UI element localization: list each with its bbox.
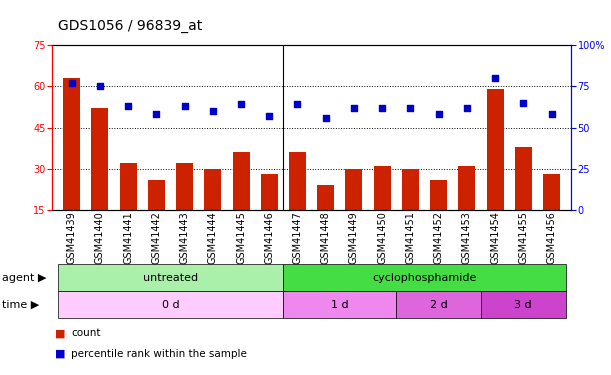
Bar [204,169,221,251]
Bar [458,166,475,251]
Bar [261,174,278,251]
Bar [176,163,193,251]
Bar [402,169,419,251]
Bar [317,185,334,251]
Text: cyclophosphamide: cyclophosphamide [372,273,477,283]
Point [321,115,331,121]
Bar [515,147,532,251]
Point [236,101,246,107]
Bar [543,174,560,251]
Text: 3 d: 3 d [514,300,532,310]
Point [462,105,472,111]
Bar [63,78,80,251]
Text: agent ▶: agent ▶ [2,273,46,283]
Text: 2 d: 2 d [430,300,447,310]
Point [377,105,387,111]
Point [406,105,415,111]
Text: untreated: untreated [143,273,198,283]
Point [434,111,444,117]
Bar [374,166,390,251]
Text: ■: ■ [55,349,65,359]
Text: 0 d: 0 d [162,300,179,310]
Bar [233,152,249,251]
Bar [486,89,503,251]
Point [95,83,105,89]
Point [547,111,557,117]
Bar [120,163,137,251]
Point [349,105,359,111]
Text: 1 d: 1 d [331,300,349,310]
Text: ■: ■ [55,328,65,338]
Bar [148,180,165,251]
Point [67,80,76,86]
Point [123,103,133,109]
Bar [92,108,108,251]
Text: count: count [71,328,101,338]
Text: GDS1056 / 96839_at: GDS1056 / 96839_at [58,19,202,33]
Point [265,113,274,119]
Point [180,103,189,109]
Point [293,101,302,107]
Point [152,111,161,117]
Text: percentile rank within the sample: percentile rank within the sample [71,349,247,359]
Point [518,100,528,106]
Bar [430,180,447,251]
Bar [289,152,306,251]
Point [490,75,500,81]
Text: time ▶: time ▶ [2,300,39,310]
Point [208,108,218,114]
Bar [345,169,362,251]
